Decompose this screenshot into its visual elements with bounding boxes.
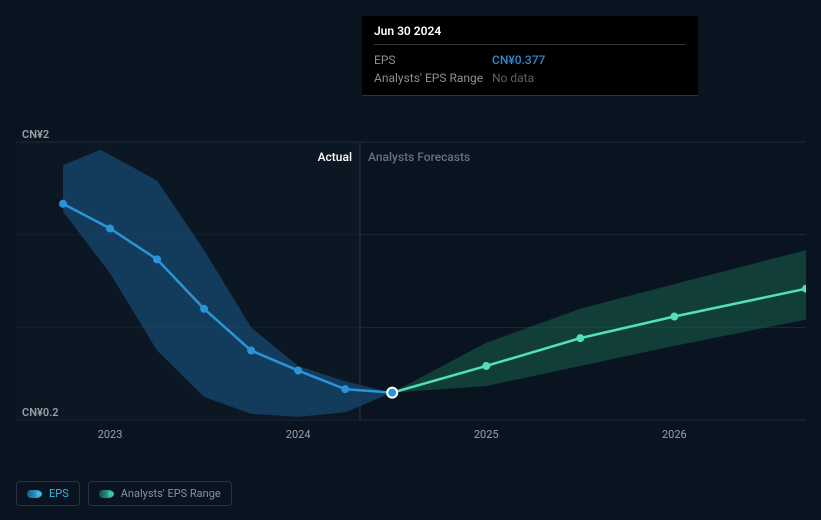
eps-chart[interactable]: CN¥2 CN¥0.2 2023 2024 2025 2026 Actual Analys…: [16, 120, 806, 460]
x-axis-label: 2024: [286, 428, 311, 441]
section-label-actual: Actual: [318, 150, 352, 164]
eps-point[interactable]: [59, 200, 67, 208]
chart-tooltip: Jun 30 2024 EPSCN¥0.377Analysts' EPS Ran…: [362, 16, 698, 96]
tooltip-row: Analysts' EPS RangeNo data: [374, 69, 686, 87]
y-axis-label: CN¥2: [22, 128, 49, 141]
section-label-forecast: Analysts Forecasts: [368, 150, 470, 164]
x-axis-label: 2025: [474, 428, 499, 441]
eps-point[interactable]: [341, 385, 349, 393]
forecast-point[interactable]: [670, 313, 678, 321]
eps-point[interactable]: [153, 255, 161, 263]
eps-point[interactable]: [247, 347, 255, 355]
eps-point[interactable]: [106, 224, 114, 232]
eps-point-highlighted[interactable]: [387, 388, 397, 398]
x-axis-label: 2023: [98, 428, 123, 441]
legend-swatch-icon: [99, 490, 113, 498]
forecast-band: [392, 250, 806, 393]
tooltip-row-value: CN¥0.377: [492, 51, 686, 69]
chart-legend: EPS Analysts' EPS Range: [16, 481, 232, 506]
legend-label: EPS: [49, 487, 69, 500]
forecast-point[interactable]: [576, 334, 584, 342]
forecast-point[interactable]: [482, 362, 490, 370]
legend-item[interactable]: Analysts' EPS Range: [88, 481, 232, 506]
legend-swatch-icon: [27, 490, 41, 498]
y-axis-label: CN¥0.2: [22, 406, 59, 419]
legend-label: Analysts' EPS Range: [121, 487, 221, 500]
eps-point[interactable]: [294, 367, 302, 375]
x-axis-label: 2026: [662, 428, 687, 441]
eps-point[interactable]: [200, 305, 208, 313]
legend-item[interactable]: EPS: [16, 481, 80, 506]
tooltip-row: EPSCN¥0.377: [374, 51, 686, 69]
tooltip-row-label: EPS: [374, 51, 492, 69]
tooltip-row-value: No data: [492, 69, 686, 87]
tooltip-date: Jun 30 2024: [374, 24, 686, 45]
tooltip-row-label: Analysts' EPS Range: [374, 69, 492, 87]
